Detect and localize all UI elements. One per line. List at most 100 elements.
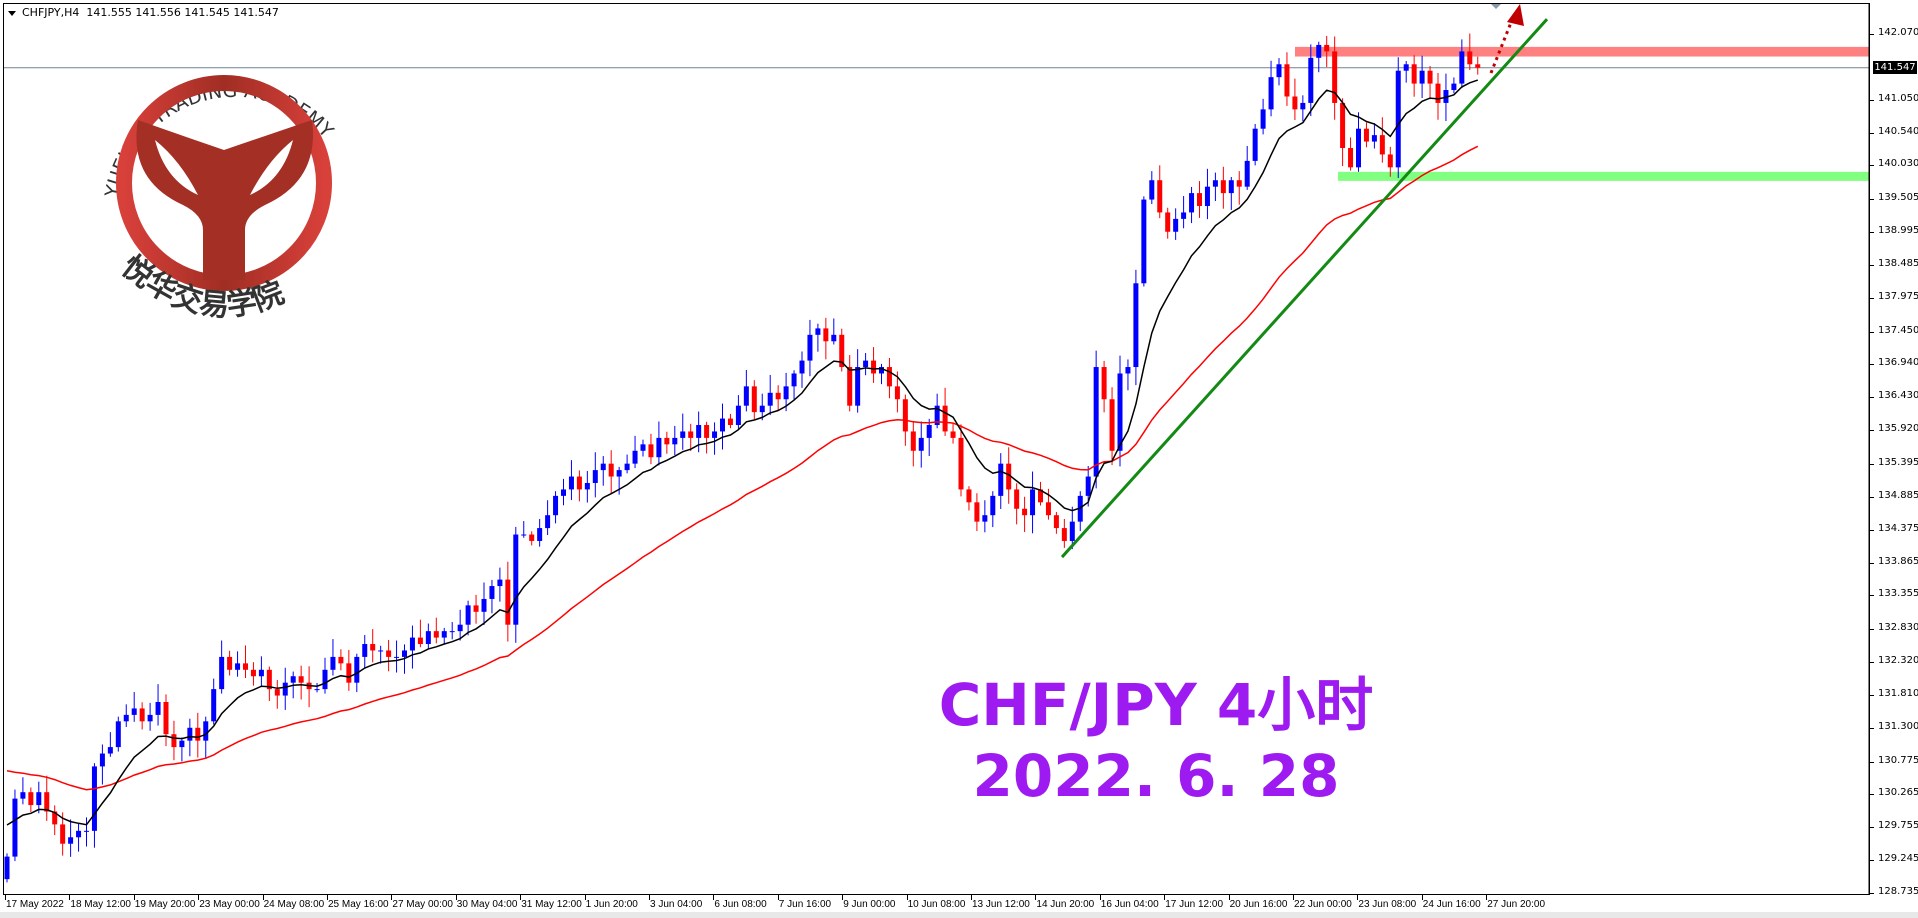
candle-body xyxy=(76,830,82,838)
candle-body xyxy=(584,482,590,490)
time-tick-mark xyxy=(198,895,200,900)
time-tick-mark xyxy=(520,895,522,900)
time-tick-mark xyxy=(1228,895,1230,900)
candle-body xyxy=(147,714,153,722)
candle-body xyxy=(942,405,948,432)
candle-body xyxy=(107,747,113,754)
price-tick-label: 133.355 xyxy=(1878,588,1918,600)
candle-body xyxy=(910,431,916,451)
candle-body xyxy=(409,637,415,651)
candle-body xyxy=(155,702,161,715)
candle-body xyxy=(879,367,884,374)
price-tick-label: 130.775 xyxy=(1878,754,1918,766)
svg-text:悦华交易学院: 悦华交易学院 xyxy=(115,249,289,324)
dropdown-triangle-icon[interactable] xyxy=(8,10,16,16)
time-tick-mark xyxy=(1293,895,1294,900)
price-tick-label: 135.920 xyxy=(1878,423,1918,435)
time-tick-mark xyxy=(391,895,393,900)
candle-body xyxy=(370,644,376,651)
price-tick-mark xyxy=(1870,34,1874,35)
candle-body xyxy=(28,792,34,806)
time-tick-label: 19 May 20:00 xyxy=(134,899,196,910)
candle-body xyxy=(791,373,797,387)
candle-body xyxy=(513,534,519,625)
time-tick-mark xyxy=(971,895,972,900)
candle-body xyxy=(648,444,654,458)
candle-body xyxy=(1252,128,1258,161)
candle-body xyxy=(1411,64,1417,84)
candle-body xyxy=(1053,515,1059,529)
candle-body xyxy=(545,515,551,529)
price-tick-label: 132.830 xyxy=(1878,622,1918,634)
candle-body xyxy=(521,534,527,536)
price-tick-label: 138.485 xyxy=(1878,257,1918,269)
candle-body xyxy=(529,534,535,541)
chart-header: CHFJPY,H4 141.555 141.556 141.545 141.54… xyxy=(8,6,279,19)
candle-body xyxy=(481,598,487,612)
candle-body xyxy=(902,399,908,432)
candle-body xyxy=(1419,70,1425,84)
slow-moving-average xyxy=(6,145,1479,791)
candle-body xyxy=(211,689,217,722)
candle-body xyxy=(1403,64,1409,71)
price-tick-label: 129.245 xyxy=(1878,853,1918,865)
candle-body xyxy=(1204,186,1210,206)
candle-body xyxy=(950,431,956,438)
candle-body xyxy=(823,328,829,342)
candle-body xyxy=(751,386,757,413)
price-tick-label: 132.320 xyxy=(1878,655,1918,667)
candle-body xyxy=(632,450,638,464)
candle-body xyxy=(918,437,924,451)
time-tick-label: 27 May 00:00 xyxy=(392,899,453,910)
candle-body xyxy=(163,702,169,735)
candle-body xyxy=(457,624,463,632)
price-tick-mark xyxy=(1870,364,1874,366)
candle-body xyxy=(402,650,407,657)
price-tick-label: 137.450 xyxy=(1878,324,1918,336)
time-tick-mark xyxy=(1421,895,1423,900)
time-tick-mark xyxy=(327,895,328,900)
time-tick-mark xyxy=(455,895,457,900)
candle-body xyxy=(1157,180,1163,213)
time-tick-label: 24 Jun 16:00 xyxy=(1422,899,1481,910)
price-tick-mark xyxy=(1870,794,1874,796)
candle-body xyxy=(1284,64,1290,97)
candle-body xyxy=(894,386,900,400)
candle-body xyxy=(1363,128,1369,142)
candle-body xyxy=(314,689,320,691)
candle-body xyxy=(886,367,892,387)
price-tick-label: 131.810 xyxy=(1878,687,1918,699)
candle-body xyxy=(1061,528,1067,541)
candle-body xyxy=(1427,70,1433,84)
time-tick-mark xyxy=(133,895,135,900)
price-tick-mark xyxy=(1870,297,1874,299)
candle-body xyxy=(672,437,678,445)
time-tick-label: 3 Jun 04:00 xyxy=(650,899,703,910)
candle-body xyxy=(863,360,869,368)
time-tick-label: 30 May 04:00 xyxy=(456,899,518,910)
candle-body xyxy=(743,386,749,406)
candle-body xyxy=(1435,83,1441,103)
candle-body xyxy=(91,766,97,831)
price-tick-label: 128.735 xyxy=(1878,886,1918,897)
candle-body xyxy=(1324,44,1330,52)
candle-body xyxy=(664,437,670,445)
candle-body xyxy=(449,631,455,633)
candle-body xyxy=(68,837,74,844)
time-tick-label: 1 Jun 20:00 xyxy=(585,899,638,910)
candle-body xyxy=(815,328,821,335)
candle-body xyxy=(227,656,233,670)
candle-body xyxy=(624,463,630,471)
price-tick-mark xyxy=(1870,496,1874,498)
time-tick-mark xyxy=(1164,895,1166,900)
candle-body xyxy=(60,824,66,844)
candle-body xyxy=(592,470,598,483)
price-tick-mark xyxy=(1870,827,1874,829)
price-tick-label: 135.395 xyxy=(1878,456,1918,468)
candle-body xyxy=(1093,367,1099,477)
price-tick-mark xyxy=(1870,132,1874,134)
candle-body xyxy=(926,425,932,438)
candle-body xyxy=(831,334,837,342)
time-tick-label: 17 May 2022 xyxy=(6,899,64,910)
